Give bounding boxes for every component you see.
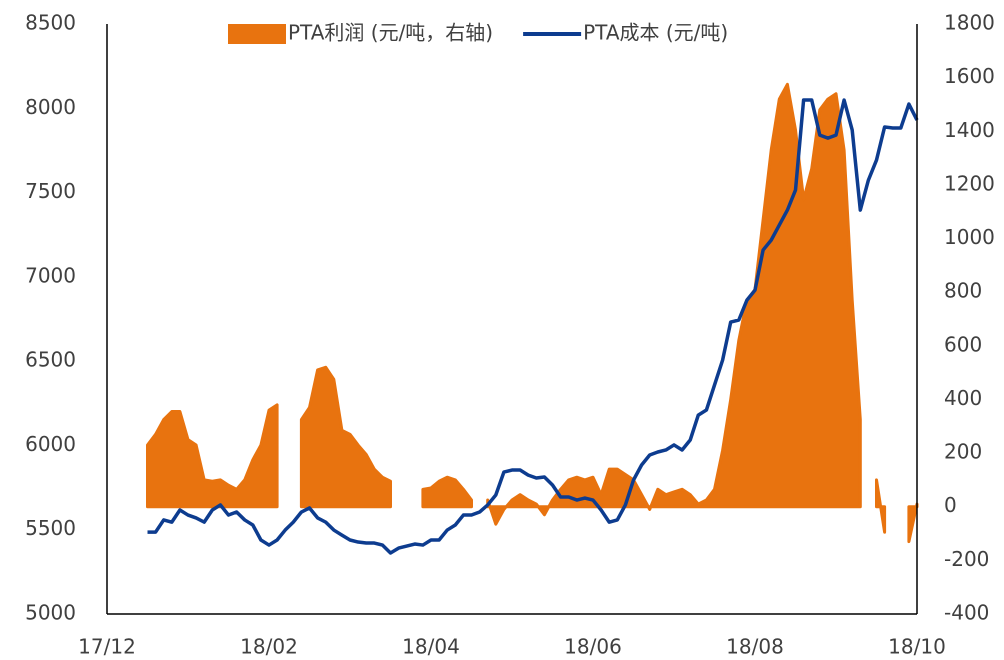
y2-tick-label: 1000 (944, 225, 995, 249)
x-tick-label: 17/12 (78, 635, 136, 659)
profit-area (875, 478, 887, 534)
y-tick-label: 6000 (25, 432, 76, 456)
y2-tick-label: -400 (944, 601, 989, 625)
y2-tick-label: 800 (944, 279, 982, 303)
profit-area (421, 475, 473, 509)
profit-area (486, 82, 862, 526)
x-tick-label: 18/06 (564, 635, 622, 659)
y2-tick-label: 600 (944, 332, 982, 356)
profit-area (146, 403, 279, 509)
y2-tick-label: 1600 (944, 64, 995, 88)
y2-tick-label: 1800 (944, 11, 995, 35)
x-tick-label: 18/04 (402, 635, 460, 659)
y2-tick-label: -200 (944, 547, 989, 571)
y-tick-label: 5500 (25, 516, 76, 540)
y-tick-label: 8000 (25, 95, 76, 119)
y2-tick-label: 1200 (944, 171, 995, 195)
y-tick-label: 5000 (25, 601, 76, 625)
y2-tick-label: 200 (944, 440, 982, 464)
profit-area (299, 365, 392, 509)
y-tick-label: 7500 (25, 179, 76, 203)
x-tick-label: 18/02 (240, 635, 298, 659)
legend-label: PTA成本 (元/吨) (583, 21, 728, 45)
cost-line (147, 98, 919, 555)
y2-tick-label: 0 (944, 493, 957, 517)
x-tick-label: 18/08 (726, 635, 784, 659)
y-tick-label: 8500 (25, 11, 76, 35)
y2-tick-label: 1400 (944, 118, 995, 142)
y-tick-label: 7000 (25, 263, 76, 287)
x-tick-label: 18/10 (888, 635, 946, 659)
y-tick-label: 6500 (25, 348, 76, 372)
profit-area (907, 502, 919, 544)
legend-label: PTA利润 (元/吨，右轴) (288, 21, 493, 45)
y2-tick-label: 400 (944, 386, 982, 410)
legend-swatch (228, 24, 286, 44)
